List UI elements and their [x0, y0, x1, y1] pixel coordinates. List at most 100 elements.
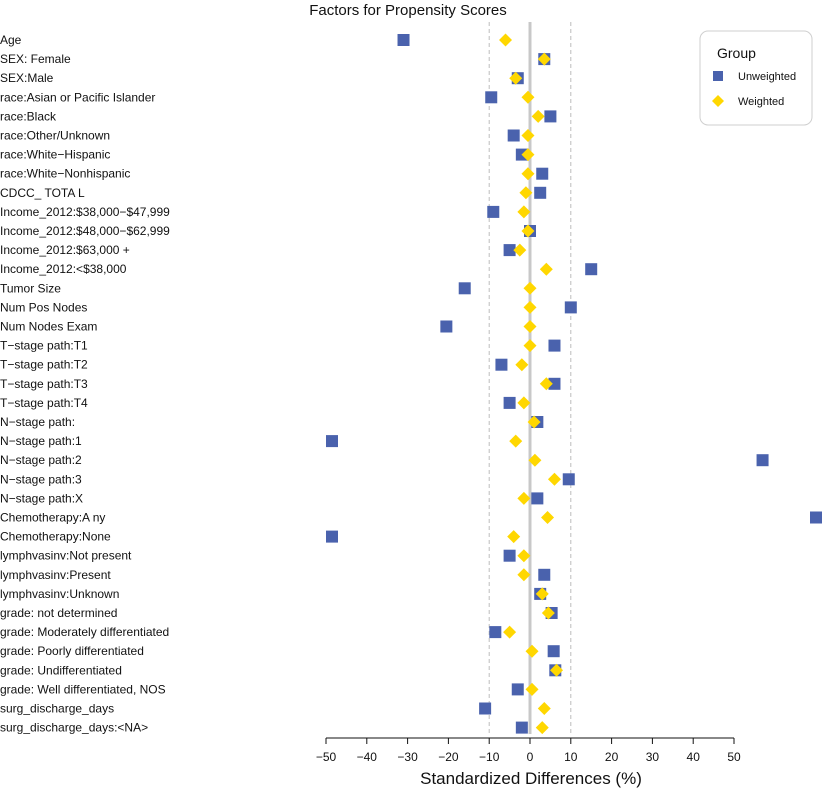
point-unweighted-n-stage-path-x — [531, 492, 544, 505]
point-weighted-t-stage-path-t3 — [539, 377, 553, 391]
point-unweighted-race-black — [544, 110, 557, 123]
point-unweighted-income-2012-38-000 — [585, 263, 598, 276]
point-weighted-income-2012-48-000-62-999 — [521, 224, 535, 238]
y-label-race-black: race:Black — [0, 109, 57, 123]
point-unweighted-n-stage-path-2 — [756, 454, 769, 467]
point-weighted-t-stage-path-t1 — [523, 339, 537, 353]
y-label-num-nodes-exam: Num Nodes Exam — [0, 320, 97, 334]
y-axis-labels: Age SEX: Female SEX:Male race:Asian or Paci… — [0, 33, 170, 735]
point-unweighted-t-stage-path-t3 — [548, 377, 561, 390]
y-label-race-other-unknown: race:Other/Unknown — [0, 129, 110, 143]
point-weighted-n-stage-path-1 — [509, 434, 523, 448]
point-unweighted-t-stage-path-t2 — [495, 358, 508, 371]
y-label-grade-not-determined: grade: not determined — [0, 606, 117, 620]
y-label-race-white-hispanic: race:White−Hispanic — [0, 148, 110, 162]
point-weighted-income-2012-63-000 — [513, 243, 527, 257]
point-unweighted-income-2012-63-000 — [503, 244, 516, 257]
x-axis-ticks: −50 −40 −30 −20 −10 0 10 20 30 40 50 — [316, 738, 741, 764]
y-label-grade-well-differentiated-nos: grade: Well differentiated, NOS — [0, 682, 166, 696]
point-weighted-chemotherapy-none — [507, 530, 521, 544]
point-weighted-surg-discharge-days-na — [535, 721, 549, 735]
point-unweighted-age — [397, 34, 410, 46]
point-weighted-num-pos-nodes — [523, 300, 537, 314]
y-label-t-stage-path-t4: T−stage path:T4 — [0, 396, 88, 410]
point-weighted-race-asian-or-pacific-islander — [521, 90, 535, 104]
point-weighted-sex-female — [537, 52, 551, 66]
point-unweighted-grade-moderately-differentiated — [489, 626, 502, 639]
x-tick-label-40: 40 — [687, 750, 701, 764]
y-label-income-2012-38-000-47-999: Income_2012:$38,000−$47,999 — [0, 205, 170, 219]
series-unweighted — [326, 34, 822, 734]
legend-box — [699, 30, 813, 126]
x-tick-label-minus-30: −30 — [397, 750, 418, 764]
y-label-surg-discharge-days-na: surg_discharge_days:<NA> — [0, 721, 148, 735]
legend-weighted-label: Weighted — [738, 96, 784, 108]
y-label-t-stage-path-t1: T−stage path:T1 — [0, 339, 88, 353]
x-tick-label-50: 50 — [727, 750, 741, 764]
y-label-grade-moderately-differentiated: grade: Moderately differentiated — [0, 625, 169, 639]
chart-title: Factors for Propensity Scores — [309, 2, 507, 19]
point-weighted-grade-well-differentiated-nos — [525, 682, 539, 696]
point-weighted-grade-moderately-differentiated — [503, 625, 517, 639]
y-label-t-stage-path-t2: T−stage path:T2 — [0, 358, 88, 372]
point-weighted-tumor-size — [523, 281, 537, 295]
point-unweighted-num-nodes-exam — [440, 320, 453, 333]
point-unweighted-cdcc-tota-l — [534, 186, 547, 199]
point-weighted-num-nodes-exam — [523, 320, 537, 333]
point-unweighted-lymphvasinv-present — [538, 568, 551, 581]
y-label-race-white-nonhispanic: race:White−Nonhispanic — [0, 167, 130, 181]
legend-unweighted-label: Unweighted — [738, 71, 796, 83]
point-unweighted-lymphvasinv-not-present — [503, 549, 516, 562]
point-weighted-income-2012-38-000-47-999 — [517, 205, 531, 219]
point-unweighted-race-other-unknown — [507, 129, 520, 142]
point-weighted-grade-not-determined — [541, 606, 555, 620]
y-label-n-stage-path-2: N−stage path:2 — [0, 453, 82, 467]
point-weighted-lymphvasinv-not-present — [517, 549, 531, 563]
point-weighted-n-stage-path-3 — [547, 472, 561, 486]
point-unweighted-n-stage-path-1 — [326, 435, 338, 448]
point-weighted-lymphvasinv-unknown — [535, 587, 549, 601]
y-label-race-asian-or-pacific-islander: race:Asian or Pacific Islander — [0, 90, 155, 104]
point-weighted-t-stage-path-t4 — [517, 396, 531, 410]
point-weighted-sex-male — [509, 71, 523, 85]
point-unweighted-t-stage-path-t4 — [503, 396, 516, 409]
point-unweighted-race-white-nonhispanic — [536, 167, 549, 180]
x-tick-label-0: 0 — [527, 750, 534, 764]
point-weighted-race-white-hispanic — [521, 148, 535, 162]
x-tick-label-minus-20: −20 — [438, 750, 459, 764]
legend-unweighted-marker — [713, 71, 723, 81]
y-label-num-pos-nodes: Num Pos Nodes — [0, 300, 87, 314]
point-unweighted-num-pos-nodes — [564, 301, 577, 314]
y-label-income-2012-63-000: Income_2012:$63,000 + — [0, 243, 130, 257]
x-tick-label-minus-10: −10 — [479, 750, 500, 764]
y-label-n-stage-path-x: N−stage path:X — [0, 491, 83, 505]
y-label-surg-discharge-days: surg_discharge_days — [0, 702, 114, 716]
x-axis-label: Standardized Differences (%) — [420, 769, 642, 788]
point-weighted-surg-discharge-days — [537, 702, 551, 715]
y-label-n-stage-path-1: N−stage path:1 — [0, 434, 82, 448]
y-label-income-2012-48-000-62-999: Income_2012:$48,000−$62,999 — [0, 224, 170, 238]
y-label-lymphvasinv-present: lymphvasinv:Present — [0, 568, 111, 582]
point-weighted-income-2012-38-000 — [539, 262, 553, 276]
point-unweighted-tumor-size — [458, 282, 471, 295]
point-unweighted-chemotherapy-a-ny — [810, 511, 822, 524]
point-weighted-grade-undifferentiated — [550, 663, 564, 677]
point-weighted-n-stage-path-x — [517, 491, 531, 505]
point-weighted-n-stage-path-2 — [528, 453, 542, 467]
x-tick-label-minus-40: −40 — [357, 750, 378, 764]
point-unweighted-chemotherapy-none — [326, 530, 338, 543]
y-label-chemotherapy-none: Chemotherapy:None — [0, 530, 111, 544]
y-label-sex-male: SEX:Male — [0, 71, 54, 85]
x-tick-label-minus-50: −50 — [316, 750, 337, 764]
x-tick-label-30: 30 — [646, 750, 660, 764]
point-unweighted-grade-well-differentiated-nos — [511, 683, 524, 696]
y-label-t-stage-path-t3: T−stage path:T3 — [0, 377, 88, 391]
legend: Group Unweighted Weighted — [699, 30, 813, 126]
x-tick-label-10: 10 — [564, 750, 578, 764]
y-label-sex-female: SEX: Female — [0, 52, 71, 66]
legend-title: Group — [717, 45, 756, 61]
point-unweighted-t-stage-path-t1 — [548, 339, 561, 352]
point-weighted-lymphvasinv-present — [517, 568, 531, 582]
y-label-lymphvasinv-not-present: lymphvasinv:Not present — [0, 549, 132, 563]
